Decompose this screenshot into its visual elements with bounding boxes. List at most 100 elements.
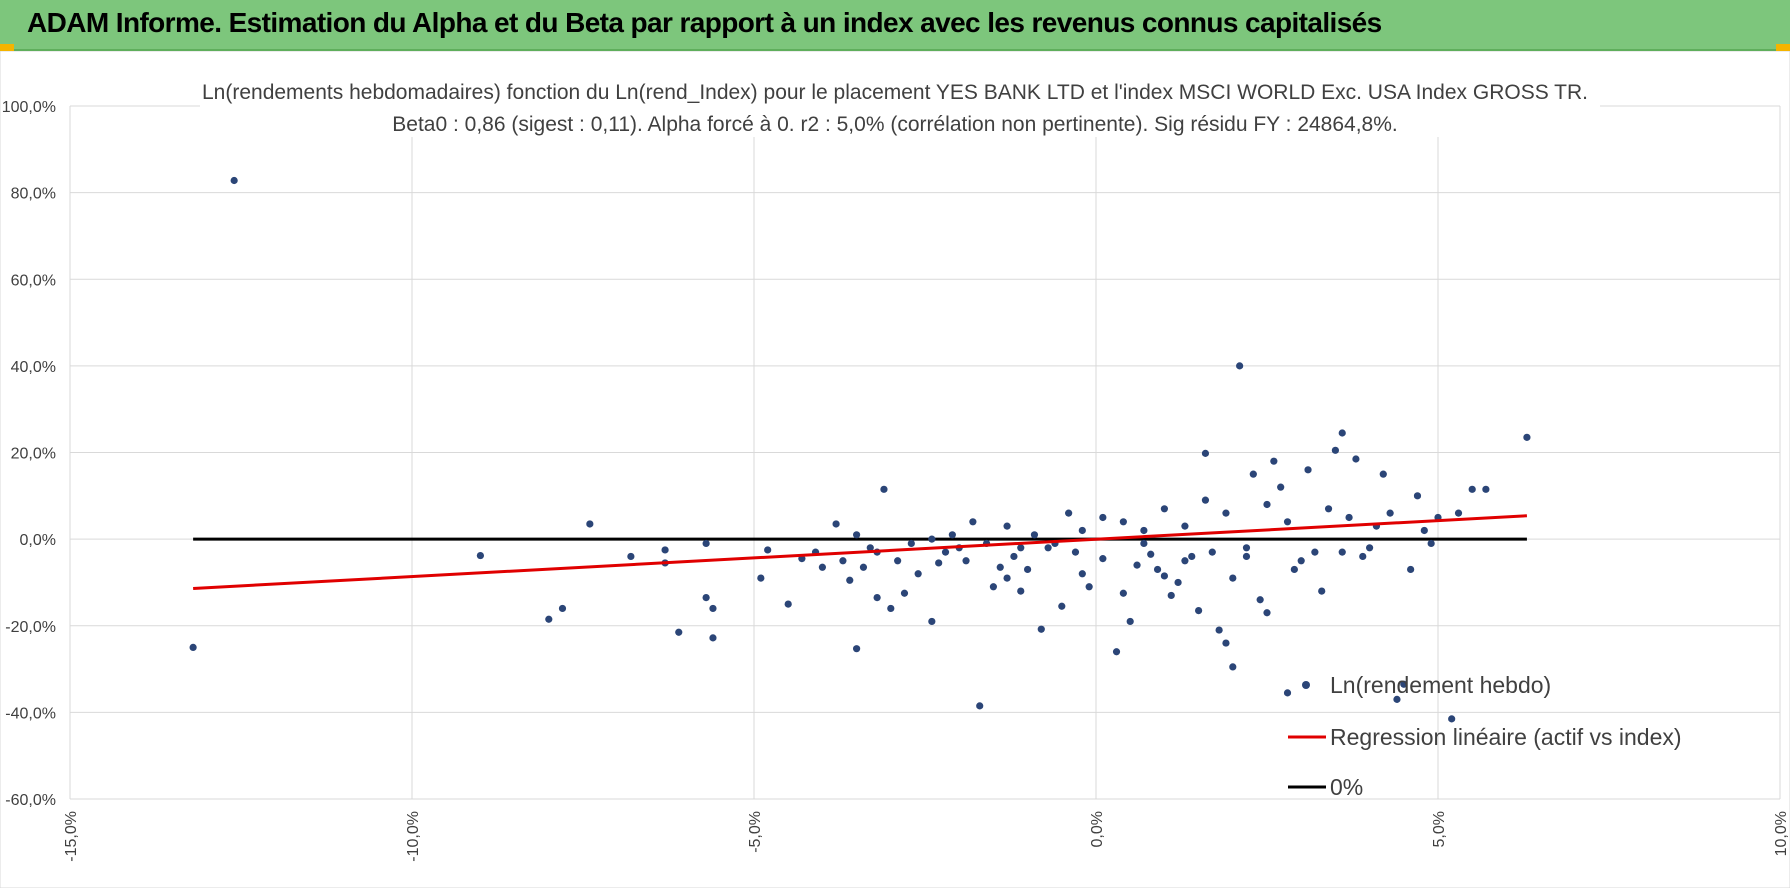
data-point [1078, 570, 1086, 578]
data-point [1263, 500, 1271, 509]
data-point [1448, 715, 1456, 723]
data-point [859, 563, 868, 571]
legend-label-points: Ln(rendement hebdo) [1330, 672, 1551, 698]
data-point [928, 535, 936, 543]
axes: -60,0% -40,0% -20,0% 0,0% 20,0% 40,0% 60,0% 80,… [2, 99, 1790, 862]
data-point [1017, 587, 1025, 595]
x-tick-label: -15,0% [63, 811, 80, 862]
corner-marker-left [0, 44, 14, 51]
data-point [853, 645, 861, 653]
data-point [1160, 572, 1168, 580]
data-point [1324, 505, 1333, 513]
data-point [1304, 466, 1312, 474]
data-point [1413, 492, 1422, 500]
data-point [880, 485, 888, 493]
data-point [1338, 548, 1346, 556]
data-point [1400, 680, 1408, 688]
data-point [894, 557, 902, 565]
data-point [1201, 496, 1210, 504]
data-point [1147, 550, 1155, 558]
data-point [1277, 483, 1285, 491]
data-point [784, 600, 792, 608]
data-point [627, 552, 635, 561]
y-tick-label: 60,0% [11, 272, 56, 289]
data-point [1119, 518, 1127, 526]
data-point [1153, 565, 1162, 574]
legend: Ln(rendement hebdo) Regression linéaire … [1288, 672, 1682, 800]
y-tick-label: -40,0% [5, 705, 56, 722]
data-point [1208, 548, 1216, 556]
data-point [1167, 591, 1175, 600]
data-point [1366, 544, 1374, 552]
data-point [853, 531, 861, 539]
data-point [1119, 589, 1127, 597]
data-point [1037, 625, 1045, 633]
x-tick-label: 0,0% [1089, 811, 1106, 847]
y-tick-label: 100,0% [2, 99, 56, 116]
data-point [976, 702, 984, 710]
scatter-chart: -60,0% -40,0% -20,0% 0,0% 20,0% 40,0% 60,0% 80,… [0, 51, 1790, 888]
data-point [1078, 526, 1086, 535]
data-point [1229, 663, 1237, 671]
data-point [1256, 596, 1264, 604]
data-point [1331, 446, 1339, 454]
data-point [1024, 565, 1032, 574]
data-point [757, 574, 765, 582]
chart-area [0, 51, 1790, 888]
data-point [1140, 526, 1148, 535]
data-point [476, 551, 484, 560]
data-point [928, 617, 936, 626]
data-point [1181, 522, 1189, 530]
data-point [1290, 565, 1298, 574]
data-point [1242, 544, 1251, 552]
legend-label-regression: Regression linéaire (actif vs index) [1330, 724, 1682, 750]
data-point [1359, 552, 1367, 561]
data-point [1283, 518, 1292, 526]
data-point [818, 563, 827, 571]
corner-marker-right [1776, 44, 1790, 51]
data-point [1201, 449, 1210, 457]
data-point [1242, 552, 1251, 561]
data-point [702, 539, 710, 548]
data-point [558, 604, 567, 613]
data-point [907, 539, 915, 548]
data-point [1393, 695, 1401, 703]
data-point [1126, 617, 1134, 626]
data-point [1379, 470, 1387, 478]
header-bar: ADAM Informe. Estimation du Alpha et du … [0, 0, 1790, 51]
data-point [1160, 505, 1168, 513]
y-tick-label: -20,0% [5, 619, 56, 636]
series-points [189, 176, 1531, 723]
data-point [1071, 548, 1080, 556]
data-point [989, 583, 998, 591]
data-point [873, 593, 881, 602]
data-point [1420, 526, 1428, 535]
legend-label-zero: 0% [1330, 774, 1363, 800]
data-point [661, 546, 669, 554]
data-point [1188, 552, 1196, 561]
data-point [1386, 509, 1394, 517]
data-point [839, 557, 847, 565]
y-tick-label: -60,0% [5, 792, 56, 809]
data-point [1297, 557, 1305, 565]
data-point [866, 544, 874, 552]
data-point [1017, 544, 1025, 552]
data-point [1345, 513, 1353, 522]
data-point [1263, 609, 1271, 617]
data-point [1133, 561, 1141, 569]
data-point [764, 546, 772, 554]
data-point [1085, 583, 1093, 591]
legend-marker-points [1302, 681, 1310, 689]
data-point [1236, 362, 1244, 370]
data-point [1407, 565, 1415, 574]
data-point [1140, 539, 1148, 548]
data-point [846, 576, 854, 584]
data-point [1058, 602, 1066, 610]
data-point [914, 570, 922, 578]
data-point [545, 615, 553, 623]
data-point [1454, 509, 1463, 517]
data-point [702, 593, 710, 602]
data-point [1270, 457, 1278, 465]
data-point [969, 518, 977, 526]
grid [69, 105, 1781, 800]
